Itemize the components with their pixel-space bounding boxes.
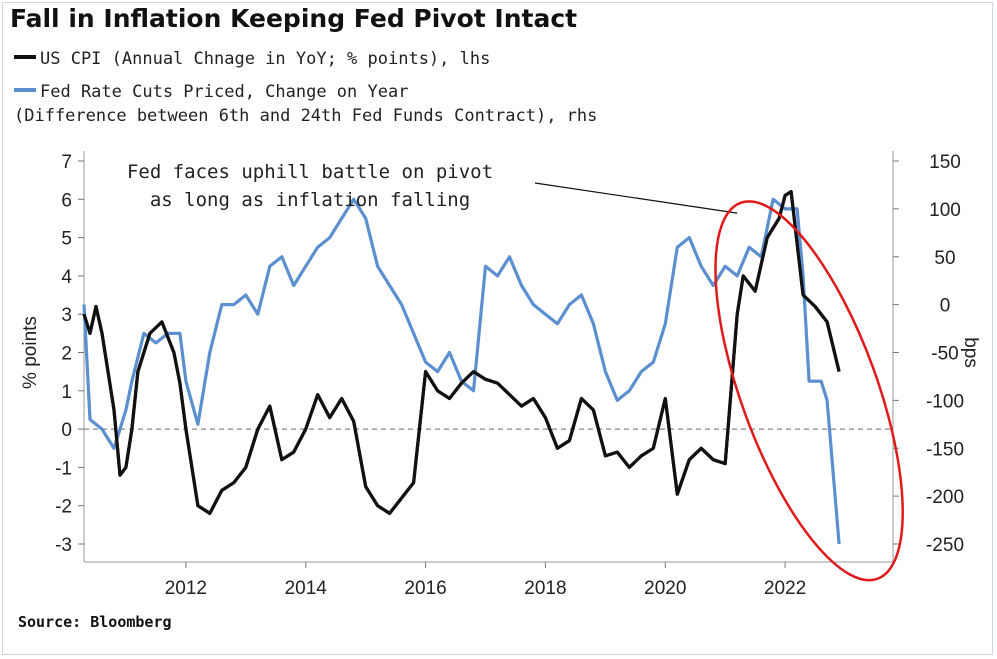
- right-tick-label: -250: [926, 535, 964, 556]
- legend-fed-line2: (Difference between 6th and 24th Fed Fun…: [14, 106, 597, 126]
- left-axis-label: % points: [20, 316, 41, 389]
- x-tick-label: 2016: [404, 578, 446, 599]
- right-tick-label: -100: [926, 391, 964, 412]
- x-tick-label: 2012: [165, 578, 207, 599]
- left-tick-label: 2: [61, 344, 72, 365]
- legend-fed-label-1: Fed Rate Cuts Priced, Change on Year: [40, 82, 409, 102]
- right-tick-label: 100: [929, 200, 961, 221]
- left-tick-label: 0: [61, 420, 72, 441]
- annotation-pointer: [534, 182, 738, 214]
- highlight-ellipse: [714, 200, 904, 582]
- right-tick-label: 0: [940, 296, 951, 317]
- legend-fed-label-2: (Difference between 6th and 24th Fed Fun…: [14, 106, 598, 126]
- left-tick-label: 3: [61, 305, 72, 326]
- annotation-line-2: as long as inflation falling: [150, 189, 470, 211]
- x-tick-label: 2020: [644, 578, 686, 599]
- left-tick-label: -2: [55, 497, 72, 518]
- series-cpi-line-top: [82, 190, 841, 516]
- left-tick-label: 6: [61, 190, 72, 211]
- right-tick-label: 150: [929, 152, 961, 173]
- left-tick-label: -3: [55, 535, 72, 556]
- legend-cpi-swatch: [14, 55, 36, 59]
- right-tick-label: -150: [926, 439, 964, 460]
- right-axis-label: bps: [960, 337, 981, 368]
- source-note: Source: Bloomberg: [18, 613, 172, 631]
- legend-cpi: US CPI (Annual Chnage in YoY; % points),…: [14, 49, 490, 69]
- left-tick-label: 7: [61, 152, 72, 173]
- right-tick-label: -200: [926, 487, 964, 508]
- x-tick-label: 2022: [764, 578, 806, 599]
- left-tick-label: -1: [55, 458, 72, 479]
- right-tick-label: -50: [931, 344, 958, 365]
- annotation-line-1: Fed faces uphill battle on pivot: [127, 161, 493, 183]
- legend-fed: Fed Rate Cuts Priced, Change on Year: [14, 82, 408, 102]
- x-tick-label: 2014: [285, 578, 328, 599]
- right-tick-label: 50: [934, 248, 955, 269]
- x-tick-label: 2018: [524, 578, 566, 599]
- series-fed-line: [82, 197, 841, 545]
- legend-cpi-label: US CPI (Annual Chnage in YoY; % points),…: [40, 49, 491, 69]
- legend-fed-swatch: [14, 88, 36, 92]
- chart-title: Fall in Inflation Keeping Fed Pivot Inta…: [10, 4, 578, 33]
- left-tick-label: 4: [61, 267, 72, 288]
- left-tick-label: 5: [61, 229, 72, 250]
- left-tick-label: 1: [61, 382, 72, 403]
